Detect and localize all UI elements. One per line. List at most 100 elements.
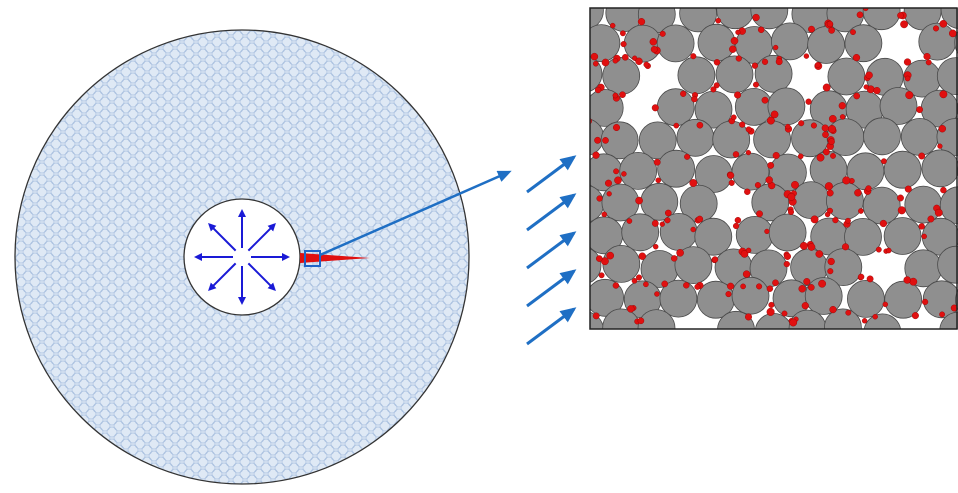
fine-particle [828, 124, 837, 133]
fine-particle [829, 115, 837, 123]
fine-particle [683, 282, 690, 289]
fine-particle [627, 305, 635, 313]
fine-particle [822, 131, 829, 138]
fine-particle [612, 282, 620, 289]
sand-grain [921, 149, 958, 188]
fine-particle [673, 122, 680, 129]
fine-particle [770, 110, 779, 119]
fine-particle [820, 330, 826, 336]
fine-particle [767, 161, 775, 169]
fine-particle [592, 312, 600, 320]
fine-particle [620, 30, 626, 37]
sand-grain [753, 120, 791, 159]
fine-particle [938, 124, 946, 133]
fine-particle [605, 179, 613, 187]
fine-particle [863, 84, 869, 90]
fine-particle [765, 176, 773, 184]
sand-grain [883, 150, 922, 189]
fine-particle [752, 13, 760, 22]
fracture [300, 253, 370, 263]
fine-particle [592, 151, 600, 159]
fine-particle [923, 53, 931, 61]
fine-particle [852, 53, 861, 62]
fine-particle [766, 307, 775, 316]
sand-grain [697, 23, 736, 62]
fine-particle [798, 285, 806, 293]
fine-particle [613, 168, 619, 175]
sand-grain [619, 151, 658, 190]
fine-particle [650, 46, 658, 53]
fine-particle [949, 29, 957, 38]
sand-grain [602, 244, 641, 283]
fine-particle [612, 92, 619, 99]
fine-particle [900, 20, 908, 29]
fine-particle [801, 302, 809, 310]
fine-particle [659, 30, 666, 37]
sand-grain [771, 22, 809, 61]
fine-particle [856, 340, 861, 345]
fine-particle [807, 243, 816, 251]
fine-particle [824, 182, 833, 191]
fine-particle [903, 58, 912, 66]
sand-grain [694, 217, 733, 256]
fine-particle [594, 86, 602, 94]
fine-particle [933, 25, 940, 32]
sand-grain [883, 217, 922, 255]
fine-particle [865, 71, 873, 79]
fine-particle [619, 91, 626, 98]
fine-particle [582, 283, 588, 289]
fine-particle [711, 256, 719, 263]
sand-grain [754, 54, 793, 93]
fine-particle [858, 208, 864, 214]
fine-particle [925, 59, 932, 66]
fine-particle [725, 291, 732, 298]
sand-grain [731, 276, 770, 315]
fine-particle [783, 261, 790, 268]
fine-particle [904, 75, 911, 82]
fine-particle [940, 186, 947, 194]
fine-particle [696, 121, 704, 129]
flow-arrow-icon [526, 269, 577, 308]
fine-particle [916, 106, 923, 114]
sand-grain [590, 185, 605, 222]
fine-particle [842, 176, 851, 185]
fine-particle [594, 136, 601, 144]
fine-particle [838, 102, 846, 110]
fine-particle [882, 301, 888, 308]
sand-grain [862, 8, 901, 31]
fine-particle [789, 318, 798, 327]
sand-grain [731, 152, 770, 191]
fine-particle [921, 233, 927, 240]
fine-particle [768, 301, 775, 308]
fine-particle [767, 116, 775, 125]
fine-particle [734, 91, 742, 99]
callout-arrow [319, 170, 512, 257]
fine-particle [745, 247, 752, 254]
fine-particle [613, 123, 621, 131]
fine-particle [735, 55, 742, 62]
fine-particle [710, 86, 717, 93]
fine-particle [690, 226, 696, 233]
fine-particle [597, 342, 603, 348]
fine-particle [797, 153, 804, 160]
fine-particle [643, 281, 649, 288]
flow-arrow-icon [526, 307, 577, 346]
fine-particle [636, 274, 643, 281]
fine-particle [866, 275, 874, 283]
sand-grain [900, 117, 939, 156]
fine-particle [927, 215, 935, 223]
sand-grain [939, 186, 958, 225]
fine-particle [818, 279, 826, 288]
sand-grain [590, 56, 603, 92]
fine-particle [653, 158, 661, 166]
fine-particle [865, 185, 872, 192]
sand-grain [602, 308, 641, 329]
fine-particle [830, 152, 836, 159]
fine-particle [761, 96, 769, 104]
fine-particle [857, 273, 865, 281]
fine-particle [745, 126, 752, 133]
fine-particle [653, 243, 659, 250]
fine-particle [715, 17, 722, 24]
fine-particle [904, 185, 912, 193]
fine-particle [803, 278, 811, 286]
